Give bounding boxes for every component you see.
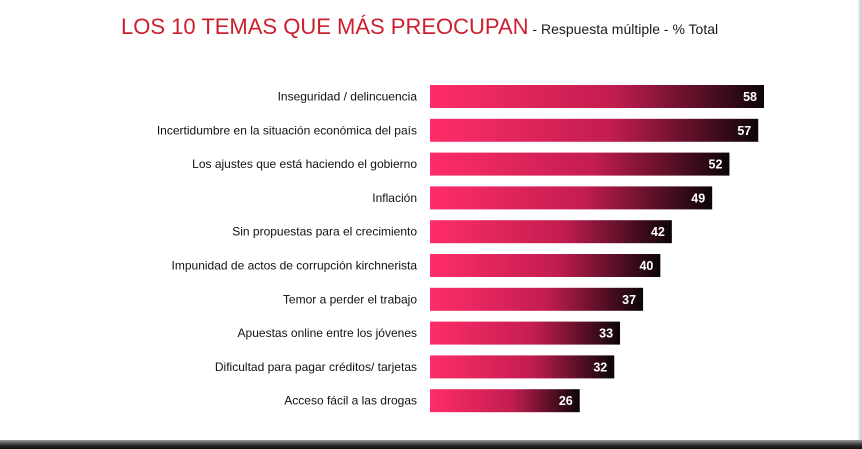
category-label-9: Dificultad para pagar créditos/ tarjetas — [215, 360, 417, 374]
value-labels: 58 57 52 49 42 40 37 33 32 26 — [559, 90, 757, 408]
category-label-10: Acceso fácil a las drogas — [284, 394, 417, 408]
value-label-4: 49 — [691, 191, 705, 205]
value-label-9: 32 — [593, 360, 607, 374]
slide-right-edge — [858, 0, 862, 440]
bar-7 — [430, 287, 644, 311]
category-label-5: Sin propuestas para el crecimiento — [232, 225, 417, 239]
value-label-5: 42 — [651, 225, 665, 239]
category-labels: Inseguridad / delincuencia Incertidumbre … — [157, 90, 417, 408]
bar-3 — [430, 152, 730, 176]
value-label-2: 57 — [737, 124, 751, 138]
category-label-4: Inflación — [372, 191, 417, 205]
bar-4 — [430, 186, 713, 210]
value-label-3: 52 — [709, 158, 723, 172]
value-label-10: 26 — [559, 394, 573, 408]
bar-8 — [430, 321, 621, 345]
chart-title: LOS 10 TEMAS QUE MÁS PREOCUPAN - Respues… — [121, 14, 718, 40]
chart-title-main: LOS 10 TEMAS QUE MÁS PREOCUPAN — [121, 14, 529, 39]
chart-title-sub: - Respuesta múltiple - % Total — [528, 21, 719, 37]
bar-2 — [430, 118, 759, 142]
category-label-1: Inseguridad / delincuencia — [278, 90, 418, 104]
value-label-6: 40 — [639, 259, 653, 273]
bar-10 — [430, 389, 580, 413]
bar-6 — [430, 254, 661, 277]
value-label-8: 33 — [599, 327, 613, 341]
category-label-3: Los ajustes que está haciendo el gobiern… — [192, 157, 417, 171]
category-label-8: Apuestas online entre los jóvenes — [238, 326, 417, 340]
category-label-7: Temor a perder el trabajo — [283, 292, 417, 306]
bar-1 — [430, 85, 764, 108]
category-label-6: Impunidad de actos de corrupción kirchne… — [172, 259, 418, 273]
slide-bottom-edge — [0, 440, 862, 449]
value-label-7: 37 — [622, 293, 636, 307]
value-label-1: 58 — [743, 90, 757, 104]
category-label-2: Incertidumbre en la situación económica … — [157, 123, 417, 137]
bars — [430, 85, 764, 413]
bar-9 — [430, 355, 615, 379]
bar-5 — [430, 220, 672, 244]
